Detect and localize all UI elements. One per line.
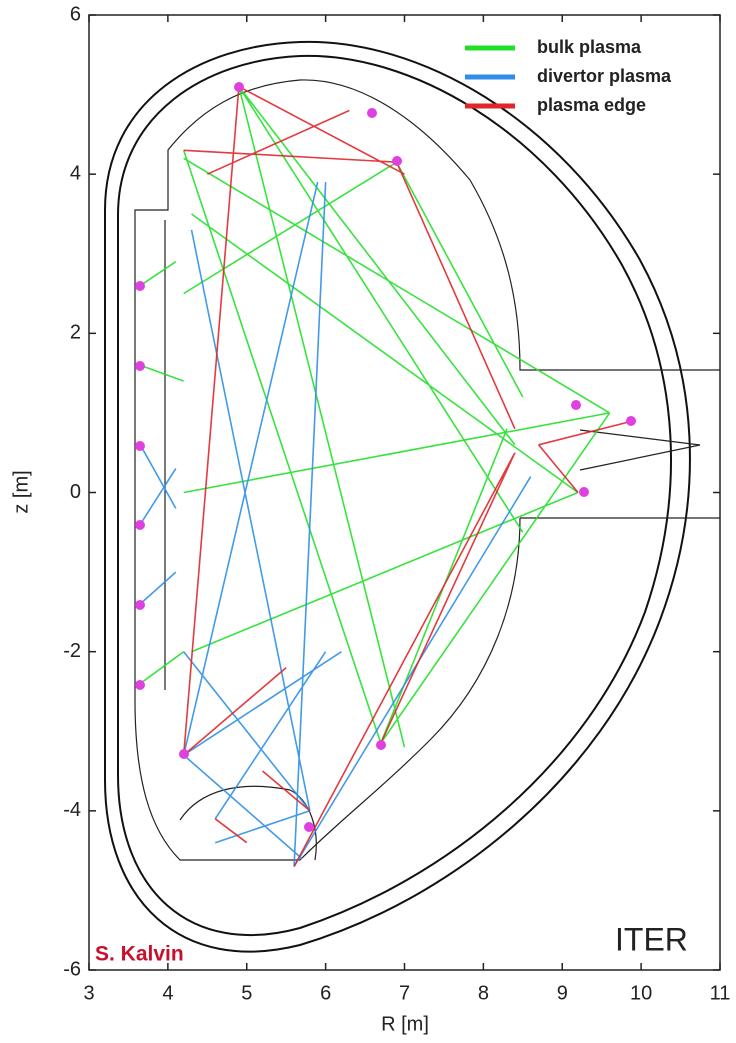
- x-tick-label: 8: [478, 982, 489, 1004]
- x-tick-label: 9: [557, 982, 568, 1004]
- y-tick-label: -4: [63, 799, 81, 821]
- y-axis-label: z [m]: [10, 470, 32, 513]
- x-tick-label: 10: [630, 982, 652, 1004]
- legend-label: plasma edge: [537, 95, 646, 115]
- x-axis-label: R [m]: [381, 1013, 429, 1035]
- legend-label: divertor plasma: [537, 66, 672, 86]
- y-tick-label: 4: [70, 162, 81, 184]
- y-tick-label: -2: [63, 640, 81, 662]
- y-tick-label: 6: [70, 3, 81, 25]
- y-tick-label: -6: [63, 958, 81, 980]
- x-tick-label: 6: [320, 982, 331, 1004]
- x-tick-label: 4: [162, 982, 173, 1004]
- x-tick-label: 5: [241, 982, 252, 1004]
- chart: bulk plasma divertor plasma plasma edge R …: [0, 0, 736, 1043]
- x-tick-label: 3: [83, 982, 94, 1004]
- device-annotation: ITER: [615, 921, 688, 957]
- y-tick-label: 0: [70, 481, 81, 503]
- y-tick-label: 2: [70, 322, 81, 344]
- x-tick-label: 7: [399, 982, 410, 1004]
- legend-label: bulk plasma: [537, 37, 642, 57]
- x-tick-label: 11: [710, 982, 731, 1004]
- plot-frame: [89, 15, 720, 970]
- author-annotation: S. Kalvin: [95, 943, 184, 966]
